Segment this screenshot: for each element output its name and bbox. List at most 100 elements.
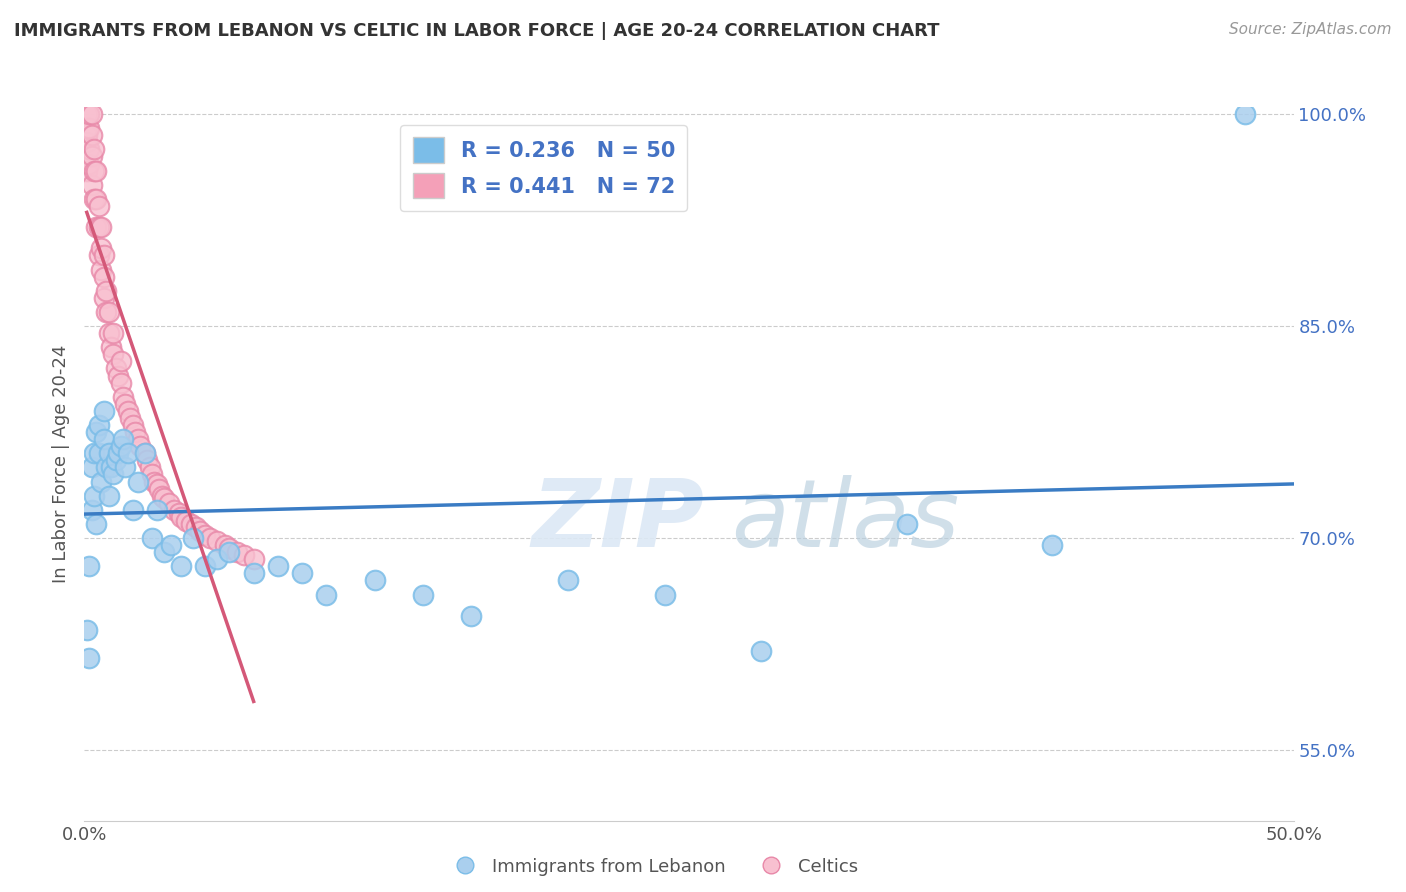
Point (90, 475, 112, 489)
Point (363, 574, 385, 588)
Point (87, 446, 110, 460)
Point (87, 248, 110, 262)
Point (76, 107, 98, 121)
Point (110, 354, 132, 368)
Point (153, 545, 176, 559)
Point (141, 531, 163, 545)
Point (150, 489, 173, 503)
Point (148, 482, 170, 496)
Point (141, 467, 163, 482)
Point (83, 143, 105, 157)
Text: atlas: atlas (731, 475, 959, 566)
Point (87, 220, 110, 235)
Point (112, 390, 135, 404)
Point (170, 559, 193, 574)
Point (77, 156, 100, 170)
Point (97, 489, 120, 503)
Point (654, 588, 676, 602)
Point (136, 453, 159, 467)
Point (225, 545, 247, 559)
Point (267, 559, 290, 574)
Point (93, 432, 115, 446)
Point (77, 121, 100, 136)
Point (97, 446, 120, 460)
Point (163, 502, 186, 516)
Point (100, 460, 122, 475)
Y-axis label: In Labor Force | Age 20-24: In Labor Force | Age 20-24 (52, 344, 70, 583)
Point (100, 340, 122, 354)
Point (315, 588, 337, 602)
Point (86, 163, 108, 178)
Point (117, 404, 139, 418)
Point (94, 284, 117, 298)
Point (174, 514, 197, 528)
Point (90, 220, 112, 235)
Point (80, 107, 103, 121)
Point (97, 326, 120, 340)
Point (80, 460, 103, 475)
Point (233, 548, 256, 562)
Text: ZIP: ZIP (531, 475, 704, 567)
Point (412, 588, 434, 602)
Point (87, 199, 110, 213)
Point (76, 163, 98, 178)
Point (129, 439, 152, 453)
Point (242, 566, 264, 581)
Point (86, 425, 108, 439)
Point (103, 347, 125, 361)
Point (103, 467, 125, 482)
Point (184, 519, 207, 533)
Point (86, 192, 108, 206)
Point (460, 608, 482, 623)
Point (87, 417, 110, 432)
Point (138, 460, 160, 475)
Point (90, 262, 112, 277)
Point (242, 552, 264, 566)
Point (77, 107, 100, 121)
Point (146, 477, 169, 491)
Point (121, 417, 143, 432)
Point (207, 533, 229, 548)
Point (93, 404, 115, 418)
Point (190, 524, 212, 538)
Point (93, 269, 115, 284)
Point (103, 326, 125, 340)
Point (291, 566, 314, 581)
Point (134, 446, 156, 460)
Point (167, 506, 190, 520)
Point (112, 432, 135, 446)
Point (104, 361, 127, 376)
Point (181, 531, 204, 545)
Point (117, 446, 139, 460)
Point (76, 623, 98, 637)
Point (1040, 538, 1063, 552)
Point (110, 439, 132, 453)
Point (896, 516, 918, 531)
Point (194, 559, 217, 574)
Point (134, 446, 156, 460)
Point (124, 425, 146, 439)
Point (94, 305, 117, 319)
Text: IMMIGRANTS FROM LEBANON VS CELTIC IN LABOR FORCE | AGE 20-24 CORRELATION CHART: IMMIGRANTS FROM LEBANON VS CELTIC IN LAB… (14, 22, 939, 40)
Point (127, 432, 149, 446)
Point (94, 460, 117, 475)
Point (153, 491, 176, 506)
Point (214, 538, 236, 552)
Point (194, 528, 217, 542)
Point (77, 651, 100, 665)
Point (114, 397, 136, 411)
Point (120, 411, 142, 425)
Point (90, 241, 112, 255)
Point (1234, 107, 1257, 121)
Point (86, 516, 108, 531)
Point (80, 128, 103, 143)
Point (93, 291, 115, 305)
Point (146, 502, 169, 516)
Point (751, 644, 773, 658)
Point (86, 220, 108, 235)
Point (218, 545, 240, 559)
Legend: Immigrants from Lebanon, Celtics: Immigrants from Lebanon, Celtics (440, 851, 866, 883)
Point (83, 489, 105, 503)
Point (97, 305, 120, 319)
Point (76, 128, 98, 143)
